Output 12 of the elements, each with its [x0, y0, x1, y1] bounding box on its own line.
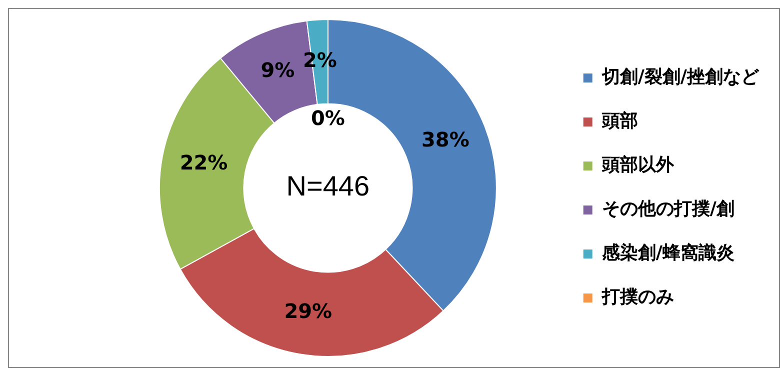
text: 0%	[310, 106, 345, 130]
legend-label: 感染創/蜂窩識炎	[600, 242, 734, 264]
data-label: 38%	[421, 128, 470, 152]
legend-label: 切創/裂創/挫創など	[600, 66, 760, 88]
data-label: 9%	[260, 58, 295, 82]
legend-label: 頭部以外	[600, 154, 675, 176]
legend-label: その他の打撲/創	[602, 198, 734, 220]
legend-label: 打撲のみ	[600, 286, 674, 308]
data-label: 22%	[180, 150, 228, 175]
text: N=446	[286, 170, 370, 202]
legend-label: 頭部	[600, 110, 638, 132]
data-label: 29%	[284, 299, 332, 324]
